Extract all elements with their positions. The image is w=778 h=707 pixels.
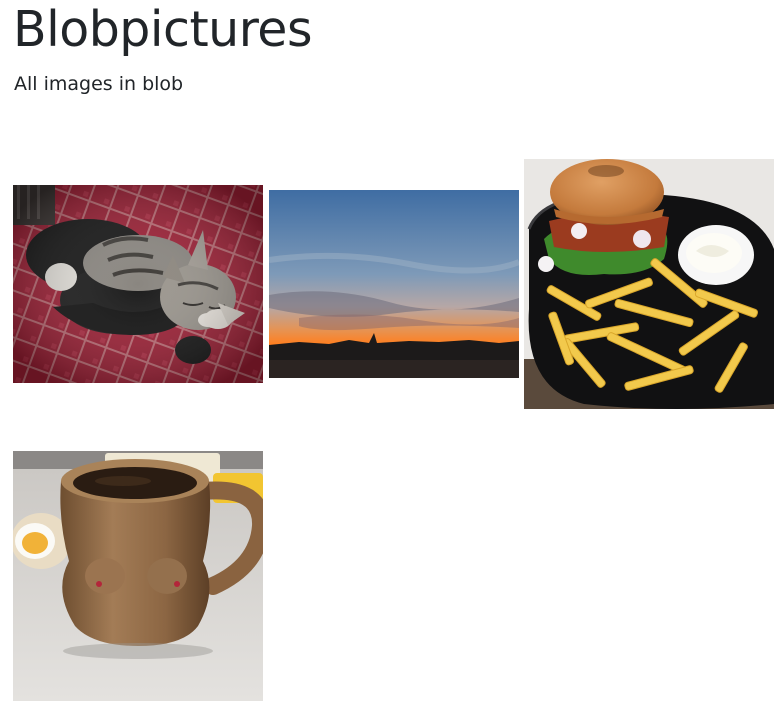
gallery-image-burger[interactable] <box>524 159 774 409</box>
page-subtitle: All images in blob <box>14 73 184 95</box>
sunset-photo <box>269 190 519 378</box>
burger-photo <box>524 159 774 409</box>
gallery-image-sunset[interactable] <box>269 190 519 378</box>
gallery-image-mug[interactable] <box>13 451 263 701</box>
page-title: Blobpictures <box>13 1 312 58</box>
kittens-photo <box>13 185 263 383</box>
mug-photo <box>13 451 263 701</box>
gallery-image-kittens[interactable] <box>13 185 263 383</box>
